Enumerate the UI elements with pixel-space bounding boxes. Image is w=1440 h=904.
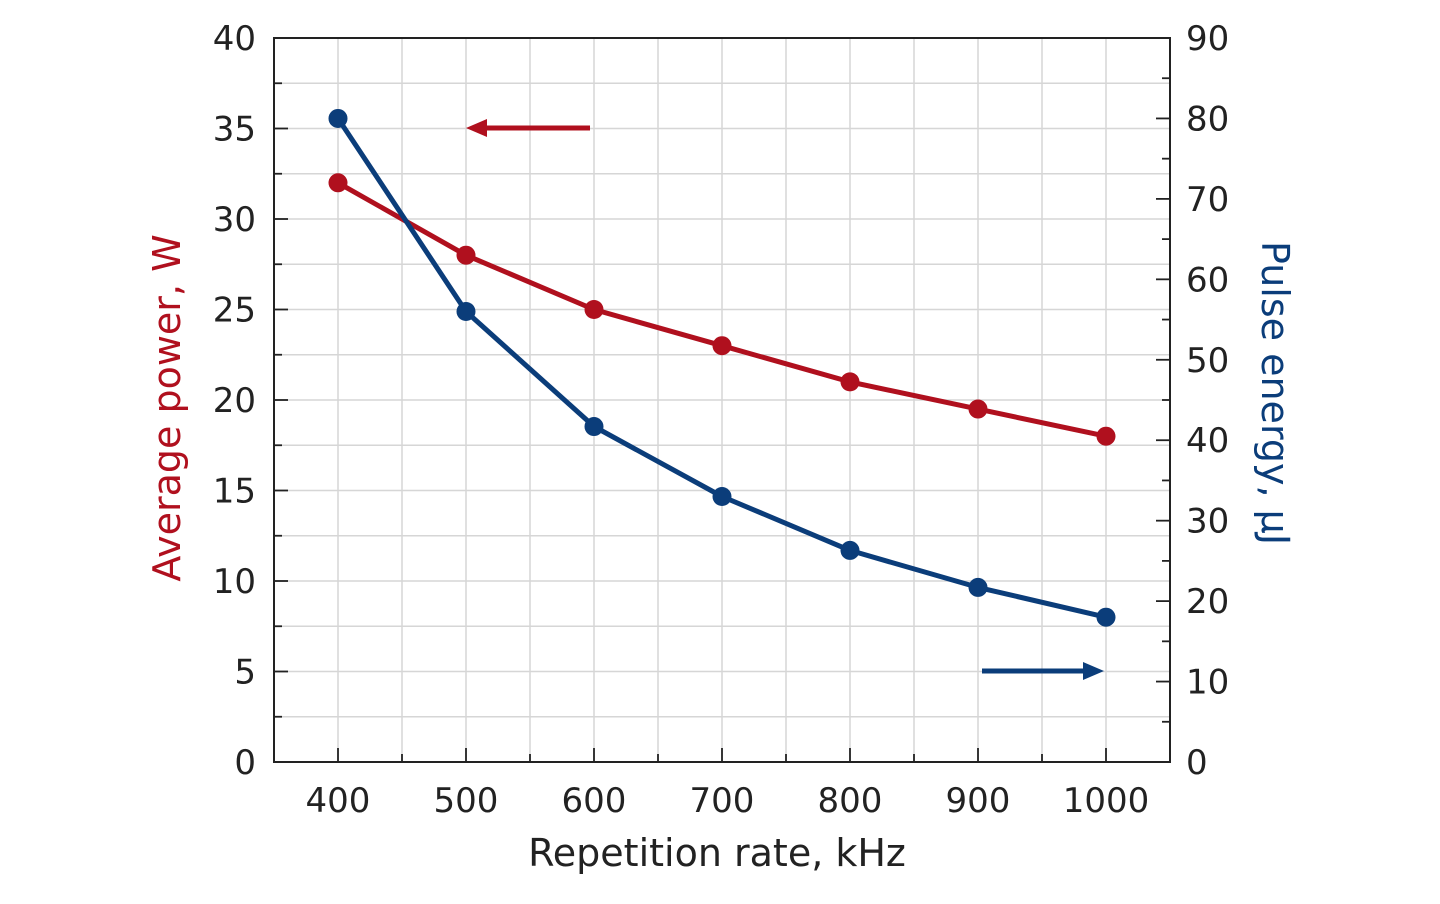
- grid: [274, 38, 1170, 762]
- y-right-tick-label: 20: [1186, 582, 1229, 622]
- right-axis-title: Pulse energy, μJ: [1253, 241, 1297, 545]
- y-right-tick-label: 90: [1186, 19, 1229, 59]
- annotations: [466, 119, 1104, 680]
- pulse-energy-series: [328, 108, 1116, 627]
- y-left-tick-label: 15: [213, 472, 256, 512]
- data-point: [840, 540, 860, 560]
- y-right-tick-label: 40: [1186, 421, 1229, 461]
- y-right-tick-label: 30: [1186, 502, 1229, 542]
- data-point: [328, 108, 348, 128]
- series: [328, 108, 1116, 627]
- arrow-head: [466, 119, 487, 137]
- arrow-head: [1083, 662, 1104, 680]
- data-point: [712, 336, 732, 356]
- axis-ticks: [274, 77, 1170, 762]
- y-left-tick-label: 40: [213, 19, 256, 59]
- y-left-tick-label: 20: [213, 381, 256, 421]
- data-point: [328, 173, 348, 193]
- x-axis-title: Repetition rate, kHz: [528, 831, 906, 875]
- y-right-tick-label: 10: [1186, 663, 1229, 703]
- data-point: [1096, 607, 1116, 627]
- average-power-series: [328, 173, 1116, 446]
- x-tick-label: 1000: [1063, 781, 1150, 821]
- x-tick-label: 500: [434, 781, 499, 821]
- y-left-tick-label: 0: [234, 743, 256, 783]
- y-left-tick-label: 35: [213, 110, 256, 150]
- data-point: [968, 577, 988, 597]
- data-point: [712, 487, 732, 507]
- data-point: [584, 300, 604, 319]
- y-right-tick-label: 60: [1186, 260, 1229, 300]
- tick-labels: 400 500 600 700 800 900 1000051015202530354001…: [213, 19, 1230, 821]
- y-left-tick-label: 10: [213, 562, 256, 602]
- y-left-tick-label: 30: [213, 200, 256, 240]
- x-tick-label: 400: [306, 781, 371, 821]
- x-tick-label: 800: [818, 781, 883, 821]
- data-point: [968, 399, 988, 419]
- y-left-tick-label: 5: [234, 653, 256, 693]
- left-axis-title: Average power, W: [145, 234, 189, 581]
- y-right-tick-label: 50: [1186, 341, 1229, 381]
- right-axis-arrow: [982, 662, 1104, 680]
- data-point: [584, 417, 604, 437]
- y-right-tick-label: 0: [1186, 743, 1208, 783]
- x-tick-label: 600: [562, 781, 627, 821]
- data-point: [840, 372, 860, 392]
- x-tick-label: 900: [946, 781, 1011, 821]
- y-right-tick-label: 70: [1186, 180, 1229, 220]
- y-right-tick-label: 80: [1186, 99, 1229, 139]
- data-point: [1096, 426, 1116, 446]
- x-tick-label: 700: [690, 781, 755, 821]
- left-axis-arrow: [466, 119, 590, 137]
- data-point: [456, 302, 476, 322]
- y-left-tick-label: 25: [213, 291, 256, 331]
- data-point: [456, 245, 476, 265]
